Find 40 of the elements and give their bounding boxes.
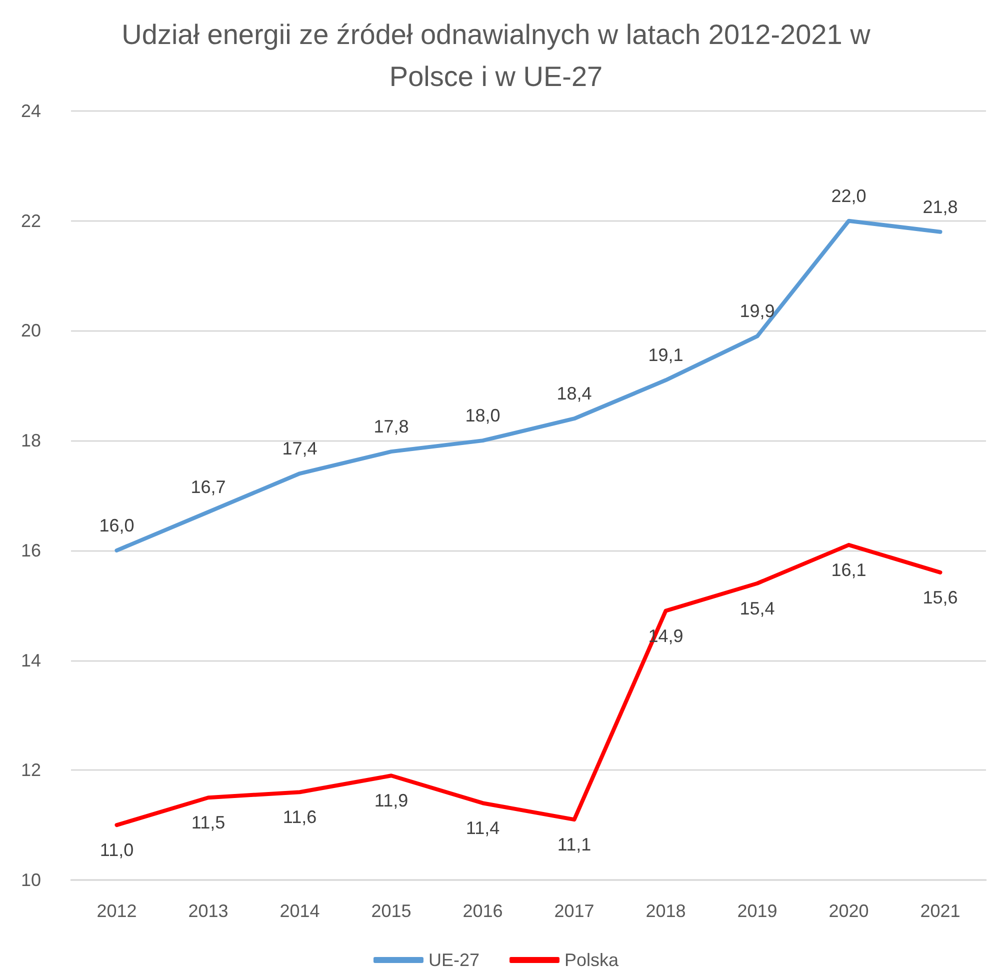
x-tick-label: 2013 [188,901,228,921]
data-label: 16,1 [831,560,866,580]
data-label: 17,8 [374,416,409,437]
legend-label: UE-27 [428,950,480,970]
data-label: 15,6 [922,587,958,608]
chart-title: Udział energii ze źródeł odnawialnych w latach 2012-2021 w Polsce i w UE-27 [120,18,872,94]
data-label: 11,4 [466,818,500,838]
data-label: 19,9 [740,301,775,322]
data-label: 11,0 [100,840,134,860]
y-tick-label: 18 [20,430,41,451]
y-tick-label: 22 [20,210,41,231]
data-label: 15,4 [740,598,775,618]
data-label: 21,8 [922,196,958,217]
y-tick-label: 16 [20,540,41,560]
y-tick-label: 20 [20,320,41,341]
data-label: 11,9 [374,790,408,811]
data-label: 18,4 [556,384,592,404]
data-label: 16,0 [99,515,134,536]
data-label: 18,0 [465,406,500,426]
y-tick-label: 12 [20,760,41,780]
data-label: 17,4 [282,438,318,459]
data-label: 16,7 [190,476,226,497]
y-tick-label: 24 [20,101,41,121]
x-tick-label: 2014 [280,901,320,921]
data-label: 11,6 [282,807,317,828]
y-tick-label: 10 [20,870,41,890]
x-tick-label: 2021 [920,901,960,921]
x-tick-label: 2019 [737,901,778,921]
data-label: 19,1 [648,345,684,366]
x-tick-label: 2015 [371,901,412,921]
x-tick-label: 2016 [462,901,503,921]
y-tick-label: 14 [20,650,41,670]
legend-label: Polska [564,950,620,970]
x-tick-label: 2017 [554,901,594,921]
x-tick-label: 2020 [828,901,869,921]
data-label: 11,1 [557,834,592,855]
data-label: 11,5 [191,812,226,833]
x-tick-label: 2018 [646,901,686,921]
data-label: 22,0 [831,186,866,206]
x-tick-label: 2012 [96,901,137,921]
